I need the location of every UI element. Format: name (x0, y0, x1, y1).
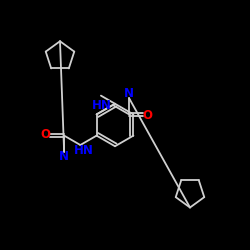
Text: O: O (142, 108, 152, 122)
Text: HN: HN (74, 144, 94, 156)
Text: N: N (59, 150, 69, 163)
Text: HN: HN (92, 99, 112, 112)
Text: N: N (124, 87, 134, 100)
Text: O: O (41, 128, 51, 141)
